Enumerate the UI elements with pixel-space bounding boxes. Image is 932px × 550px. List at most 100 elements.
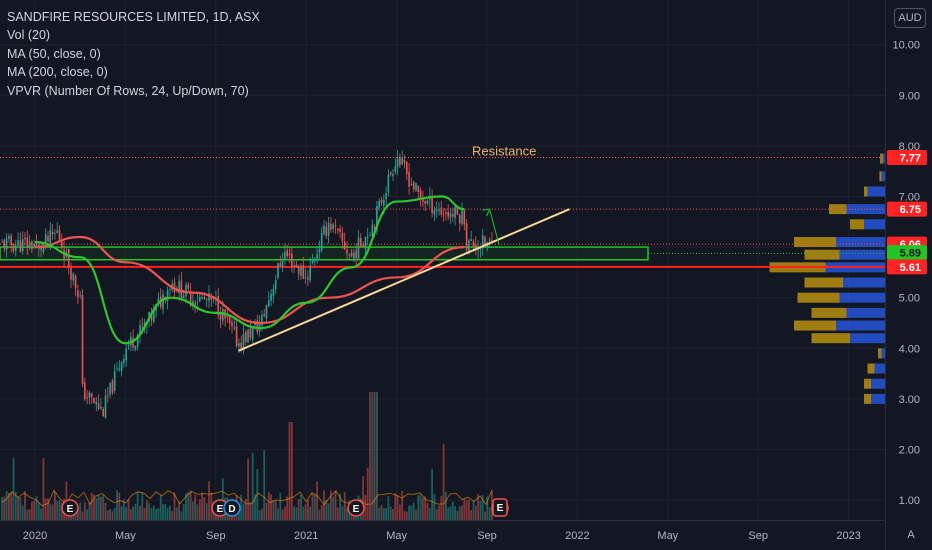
earnings-marker[interactable]: E <box>347 499 365 517</box>
candle-body <box>136 335 139 347</box>
marker-ring <box>223 499 241 517</box>
candle-body <box>201 297 203 299</box>
indicator-vpvr[interactable]: VPVR (Number Of Rows, 24, Up/Down, 70) <box>7 83 249 98</box>
volume-bar <box>470 510 473 520</box>
price-axis[interactable]: 1.002.003.004.005.006.007.008.009.0010.0… <box>885 0 921 550</box>
volume-bar <box>456 510 459 520</box>
earnings-marker[interactable]: E <box>350 498 362 518</box>
candle-body <box>222 308 224 321</box>
volume-bar <box>139 505 141 520</box>
drawings[interactable]: Resistance <box>238 144 570 352</box>
volume-bar <box>109 509 111 520</box>
moving-averages <box>34 195 465 345</box>
currency-button[interactable]: AUD <box>894 8 926 28</box>
volume-bar <box>24 490 26 520</box>
earnings-marker[interactable]: E <box>64 498 76 518</box>
candle-body <box>481 235 484 248</box>
earnings-marker[interactable]: E <box>492 498 508 517</box>
candle-body <box>31 241 33 250</box>
volume-bar <box>169 505 171 520</box>
candle-body <box>123 359 125 363</box>
candle-body <box>452 214 454 217</box>
volume-bar <box>380 504 383 520</box>
price-tick-label: 9.00 <box>899 90 920 102</box>
volume-ma-line <box>1 489 493 507</box>
earnings-marker[interactable]: E <box>61 499 79 517</box>
volume-bar <box>196 504 199 520</box>
candle-body <box>369 235 371 236</box>
earnings-markers[interactable]: EEDEEEEEE <box>61 498 509 518</box>
vp-down-bar <box>882 153 885 164</box>
support-zone <box>0 246 649 261</box>
candle-body <box>54 233 56 235</box>
candle-body <box>182 295 185 298</box>
earnings-marker[interactable]: D <box>223 499 241 517</box>
candle-body <box>192 300 194 305</box>
candle-body <box>84 382 86 400</box>
indicator-ma50[interactable]: MA (50, close, 0) <box>7 46 101 61</box>
candle-body <box>417 185 420 193</box>
volume-bar <box>35 496 38 520</box>
candle-body <box>185 284 187 297</box>
volume-bar <box>146 500 148 520</box>
volume-bar <box>102 495 105 520</box>
candle-body <box>238 343 240 347</box>
candle-body <box>348 254 351 256</box>
volume-bar <box>132 506 134 520</box>
volume-bar <box>90 492 93 520</box>
volume-bar <box>33 500 36 520</box>
candle-body <box>325 226 328 236</box>
candle-body <box>350 252 353 257</box>
candle-body <box>120 362 123 371</box>
volume-bar <box>286 496 289 520</box>
volume-bar <box>486 496 489 520</box>
volume-bar <box>120 506 123 520</box>
volume-bar <box>447 507 450 520</box>
candle-body <box>371 225 374 237</box>
candle-body <box>261 314 263 326</box>
candle-body <box>318 249 321 253</box>
indicator-ma200[interactable]: MA (200, close, 0) <box>7 65 108 80</box>
price-tag-box <box>887 245 927 261</box>
volume-bar <box>334 490 337 520</box>
marker-letter: E <box>217 504 224 515</box>
indicator-volume[interactable]: Vol (20) <box>7 28 51 43</box>
candle-body <box>270 294 272 301</box>
vp-down-bar <box>850 333 885 344</box>
volume-bar <box>95 498 98 520</box>
volume-bar <box>316 481 318 520</box>
volume-bar <box>254 493 256 520</box>
auto-scale-button[interactable]: A <box>907 529 915 541</box>
volume-bar <box>31 501 33 520</box>
volume-bar <box>309 506 312 520</box>
volume-bar <box>47 498 49 520</box>
volume-bar <box>484 511 486 520</box>
volume-bar <box>488 507 491 520</box>
candle-body <box>74 275 77 289</box>
candle-body <box>274 280 277 290</box>
candle-body <box>10 235 12 246</box>
candle-body <box>256 320 259 332</box>
volume-bar <box>362 476 364 520</box>
vp-down-bar <box>867 186 885 197</box>
volume-bar <box>242 503 245 520</box>
volume-bar <box>5 491 8 520</box>
symbol-title[interactable]: SANDFIRE RESOURCES LIMITED, 1D, ASX <box>7 10 260 24</box>
candle-body <box>61 240 63 248</box>
candle-body <box>79 294 81 296</box>
volume-bar <box>382 507 385 520</box>
candle-body <box>332 224 334 229</box>
vp-up-bar <box>864 378 871 389</box>
volume-bar <box>56 500 59 520</box>
vp-down-bar <box>839 249 885 260</box>
time-axis[interactable]: 2020 May Sep 2021 May Sep 2022 May Sep 2023 <box>0 520 885 543</box>
candle-body <box>104 395 107 418</box>
candle-body <box>70 268 72 280</box>
candle-body <box>15 245 17 251</box>
candle-body <box>468 240 470 253</box>
candle-body <box>272 289 275 296</box>
candle-body <box>113 370 116 391</box>
volume-bar <box>339 493 341 520</box>
volume-bar <box>389 506 392 520</box>
